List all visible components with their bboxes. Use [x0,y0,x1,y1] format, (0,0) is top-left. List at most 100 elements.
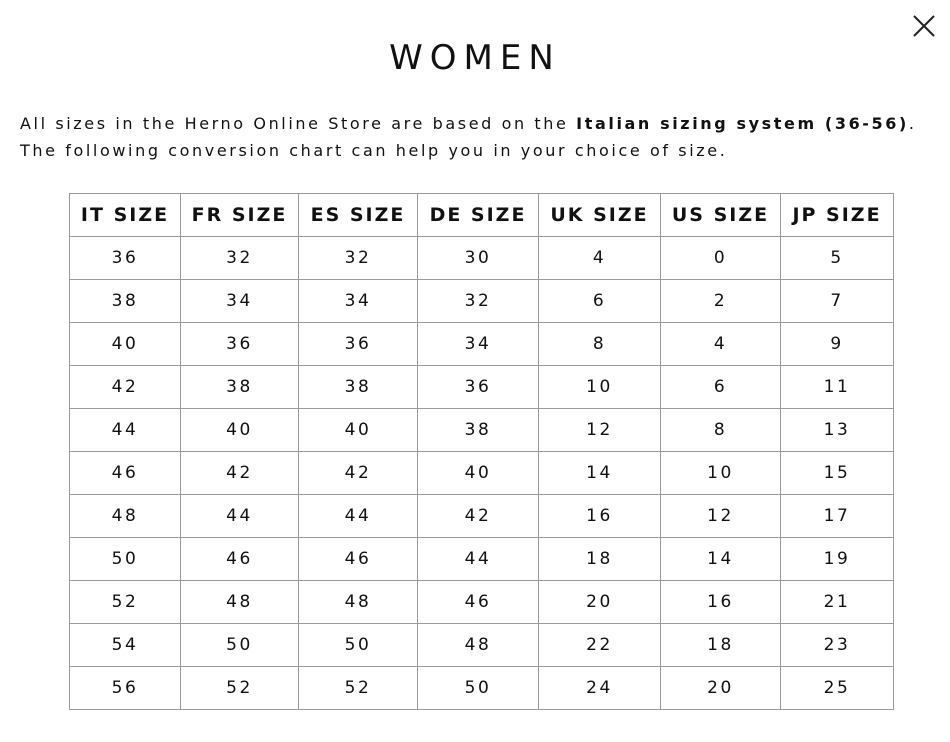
table-row: 48 44 44 42 16 12 17 [69,494,894,538]
table-row: 44 40 40 38 12 8 13 [69,408,894,452]
table-cell: 15 [780,451,894,495]
table-cell: 42 [298,451,418,495]
table-cell: 14 [538,451,661,495]
table-cell: 34 [417,322,539,366]
table-cell: 36 [69,236,181,280]
table-cell: 42 [417,494,539,538]
table-cell: 4 [660,322,781,366]
table-cell: 38 [69,279,181,323]
intro-line2: The following conversion chart can help … [20,141,728,160]
table-cell: 38 [417,408,539,452]
table-cell: 32 [417,279,539,323]
table-cell: 36 [298,322,418,366]
table-cell: 10 [660,451,781,495]
table-cell: 46 [69,451,181,495]
column-header: IT SIZE [69,193,181,237]
column-header: UK SIZE [538,193,661,237]
table-cell: 40 [180,408,299,452]
table-cell: 46 [298,537,418,581]
table-cell: 38 [180,365,299,409]
table-cell: 38 [298,365,418,409]
table-cell: 40 [417,451,539,495]
table-cell: 52 [69,580,181,624]
table-cell: 32 [180,236,299,280]
column-header: FR SIZE [180,193,299,237]
table-cell: 5 [780,236,894,280]
intro-text: All sizes in the Herno Online Store are … [20,110,917,164]
table-cell: 32 [298,236,418,280]
table-cell: 12 [660,494,781,538]
table-row: 46 42 42 40 14 10 15 [69,451,894,495]
table-cell: 7 [780,279,894,323]
table-cell: 30 [417,236,539,280]
table-cell: 14 [660,537,781,581]
table-cell: 44 [298,494,418,538]
table-cell: 19 [780,537,894,581]
table-cell: 34 [180,279,299,323]
table-cell: 48 [417,623,539,667]
table-cell: 21 [780,580,894,624]
table-cell: 13 [780,408,894,452]
table-cell: 52 [298,666,418,710]
table-header-row: IT SIZE FR SIZE ES SIZE DE SIZE UK SIZE US SI… [69,193,894,237]
column-header: US SIZE [660,193,781,237]
table-cell: 34 [298,279,418,323]
table-cell: 9 [780,322,894,366]
table-cell: 52 [180,666,299,710]
table-cell: 0 [660,236,781,280]
table-cell: 22 [538,623,661,667]
table-row: 38 34 34 32 6 2 7 [69,279,894,323]
table-cell: 18 [660,623,781,667]
table-cell: 23 [780,623,894,667]
table-cell: 6 [660,365,781,409]
column-header: ES SIZE [298,193,418,237]
table-cell: 24 [538,666,661,710]
table-cell: 20 [660,666,781,710]
table-cell: 40 [69,322,181,366]
size-conversion-table: IT SIZE FR SIZE ES SIZE DE SIZE UK SIZE US SI… [69,193,894,710]
table-cell: 48 [298,580,418,624]
table-cell: 8 [538,322,661,366]
table-cell: 44 [180,494,299,538]
table-cell: 11 [780,365,894,409]
table-row: 52 48 48 46 20 16 21 [69,580,894,624]
table-cell: 46 [417,580,539,624]
table-cell: 16 [660,580,781,624]
table-cell: 44 [69,408,181,452]
table-cell: 18 [538,537,661,581]
table-cell: 40 [298,408,418,452]
table-cell: 2 [660,279,781,323]
table-cell: 6 [538,279,661,323]
table-cell: 50 [69,537,181,581]
table-cell: 44 [417,537,539,581]
column-header: DE SIZE [417,193,539,237]
table-cell: 50 [180,623,299,667]
table-cell: 36 [417,365,539,409]
close-icon[interactable] [910,12,938,40]
table-cell: 4 [538,236,661,280]
table-cell: 46 [180,537,299,581]
table-cell: 48 [180,580,299,624]
table-cell: 56 [69,666,181,710]
table-cell: 50 [417,666,539,710]
table-cell: 10 [538,365,661,409]
intro-line1-prefix: All sizes in the Herno Online Store are … [20,114,577,133]
table-cell: 12 [538,408,661,452]
intro-line1-bold: Italian sizing system (36-56) [576,114,909,133]
page-title: WOMEN [389,38,561,78]
table-row: 36 32 32 30 4 0 5 [69,236,894,280]
table-cell: 50 [298,623,418,667]
intro-line1-suffix: . [908,114,917,133]
table-cell: 36 [180,322,299,366]
column-header: JP SIZE [780,193,894,237]
table-row: 42 38 38 36 10 6 11 [69,365,894,409]
table-cell: 20 [538,580,661,624]
table-row: 40 36 36 34 8 4 9 [69,322,894,366]
table-row: 56 52 52 50 24 20 25 [69,666,894,710]
table-cell: 54 [69,623,181,667]
table-cell: 42 [69,365,181,409]
table-cell: 8 [660,408,781,452]
table-cell: 42 [180,451,299,495]
table-cell: 17 [780,494,894,538]
table-cell: 25 [780,666,894,710]
